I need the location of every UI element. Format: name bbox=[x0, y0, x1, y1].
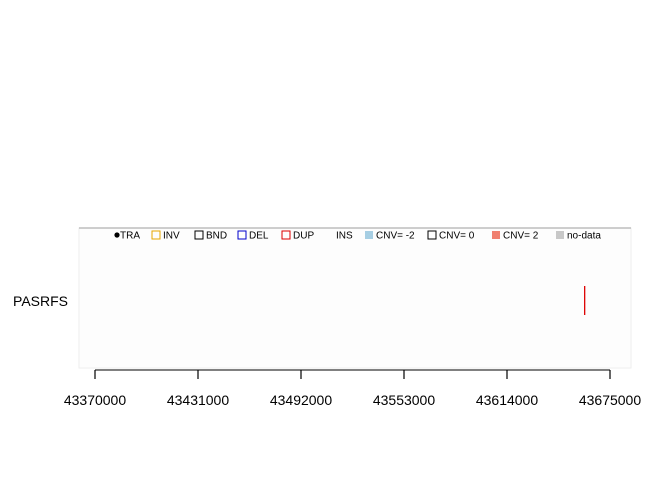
legend-item: INV bbox=[151, 230, 180, 242]
legend-label: CNV= 2 bbox=[503, 231, 539, 242]
legend-item: CNV= 2 bbox=[492, 231, 539, 242]
legend-label: CNV= -2 bbox=[376, 231, 415, 242]
x-tick-label: 43370000 bbox=[64, 392, 127, 408]
legend-box-icon bbox=[427, 230, 437, 240]
legend-item: CNV= -2 bbox=[365, 231, 415, 242]
x-tick-label: 43614000 bbox=[476, 392, 539, 408]
x-tick-label: 43675000 bbox=[579, 392, 642, 408]
legend-item: no-data bbox=[556, 231, 601, 242]
legend-box-icon bbox=[237, 230, 247, 240]
legend-item: TRA bbox=[114, 231, 140, 242]
plot-panel bbox=[78, 227, 632, 369]
x-tick-label: 43431000 bbox=[167, 392, 230, 408]
legend-item: INS bbox=[336, 231, 353, 242]
legend-label: CNV= 0 bbox=[439, 231, 475, 242]
track-label: PASRFS bbox=[13, 293, 68, 309]
legend-swatch-icon bbox=[492, 231, 500, 239]
x-axis: 43370000 43431000 43492000 43553000 43614000… bbox=[64, 369, 642, 408]
legend: TRA INV BND DEL DUP INS CNV= -2 CNV= 0 CNV= 2 no-… bbox=[114, 230, 601, 242]
legend-dot-icon bbox=[114, 232, 120, 238]
legend-label: INS bbox=[336, 231, 353, 242]
legend-box-icon bbox=[281, 230, 291, 240]
x-tick-label: 43553000 bbox=[373, 392, 436, 408]
legend-label: TRA bbox=[120, 231, 140, 242]
legend-item: DUP bbox=[281, 230, 314, 242]
x-tick-label: 43492000 bbox=[270, 392, 333, 408]
legend-label: DUP bbox=[293, 231, 314, 242]
legend-item: DEL bbox=[237, 230, 269, 242]
track-labels: PASRFS bbox=[13, 293, 68, 309]
legend-label: BND bbox=[206, 231, 227, 242]
legend-swatch-icon bbox=[365, 231, 373, 239]
legend-box-icon bbox=[151, 230, 161, 240]
legend-swatch-icon bbox=[556, 231, 564, 239]
legend-item: CNV= 0 bbox=[427, 230, 475, 242]
legend-label: DEL bbox=[249, 231, 269, 242]
legend-item: BND bbox=[194, 230, 227, 242]
legend-label: INV bbox=[163, 231, 180, 242]
legend-box-icon bbox=[194, 230, 204, 240]
legend-label: no-data bbox=[567, 231, 601, 242]
